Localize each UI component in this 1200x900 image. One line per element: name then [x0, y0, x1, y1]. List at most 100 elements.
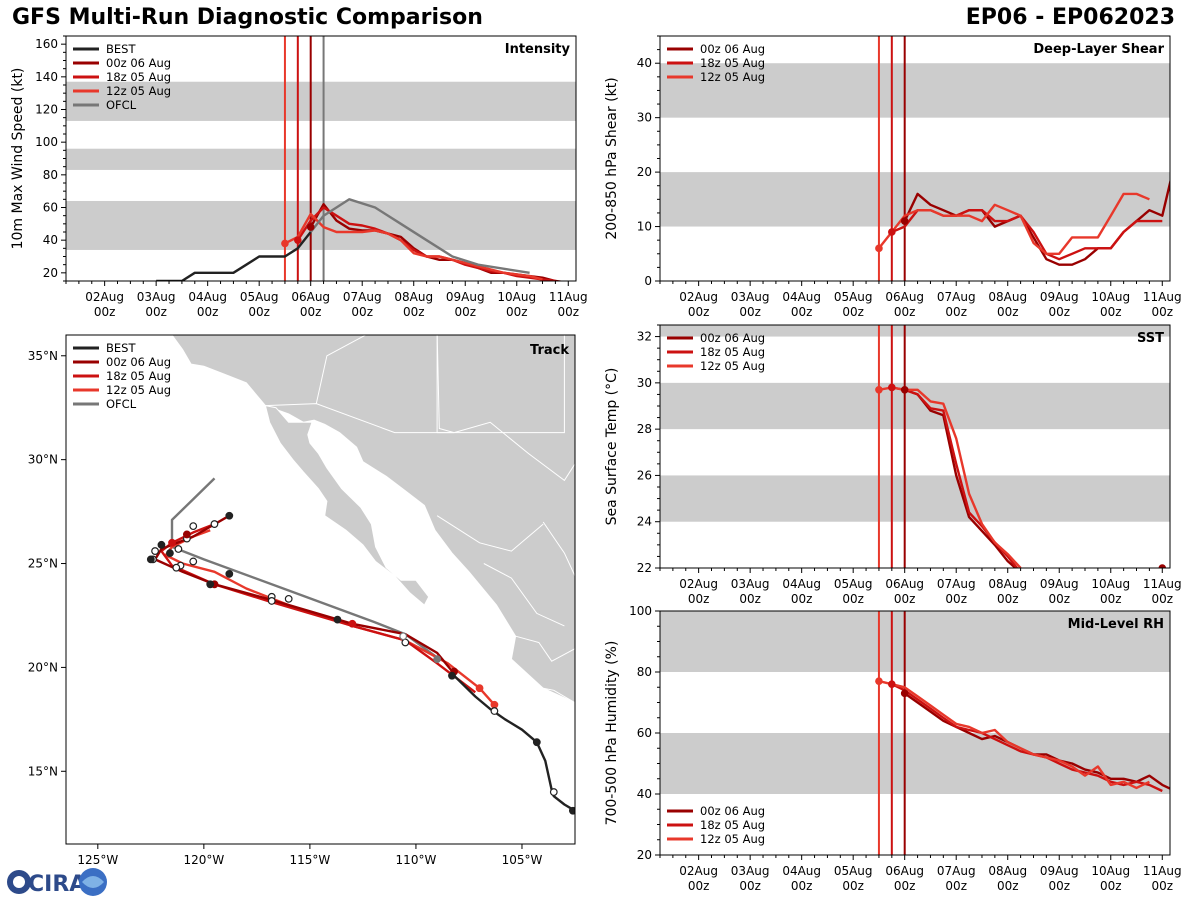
sst-xtick-label-day: 08Aug — [988, 577, 1027, 591]
rh-xtick-label-hour: 00z — [1151, 879, 1173, 893]
sst-xtick-label: 09Aug 00z — [1040, 577, 1079, 606]
track-ytick-label: 20°N — [28, 660, 58, 674]
sst-xtick-label-day: 09Aug — [1040, 577, 1079, 591]
sst-xtick-label-hour: 00z — [894, 592, 916, 606]
shear-xtick-label: 09Aug 00z — [1040, 290, 1079, 319]
track-point — [172, 563, 181, 572]
rh-legend-label: 00z 06 Aug — [700, 804, 765, 818]
track-ytick-label: 30°N — [28, 453, 58, 467]
cira-logo-wave-icon — [82, 876, 104, 888]
sst-ytick-label: 22 — [637, 561, 652, 575]
sst-xtick-label-hour: 00z — [997, 592, 1019, 606]
track-line — [164, 529, 496, 706]
sst-ytick-label: 30 — [637, 376, 652, 390]
track-point — [532, 738, 541, 747]
track-line — [153, 514, 456, 675]
rh-xtick-label: 05Aug 00z — [834, 864, 873, 893]
sst-xtick-label-day: 10Aug — [1091, 577, 1130, 591]
sst-xtick-label-hour: 00z — [945, 592, 967, 606]
shear-xtick-label-day: 02Aug — [679, 290, 718, 304]
track-point — [448, 671, 456, 680]
shear-xtick-label: 11Aug 00z — [1143, 290, 1182, 319]
track-point — [348, 619, 357, 628]
sst-xtick-label: 11Aug 00z — [1143, 577, 1182, 606]
track-point — [475, 684, 484, 693]
track-ytick-label: 35°N — [28, 349, 58, 363]
sst-ytick-label: 28 — [637, 422, 652, 436]
intensity-xtick-label-day: 09Aug — [446, 290, 485, 304]
sst-ylabel: Sea Surface Temp (°C) — [604, 368, 620, 526]
track-legend-label: 12z 05 Aug — [106, 383, 171, 397]
rh-xtick-label-day: 03Aug — [731, 864, 770, 878]
rh-legend-label: 18z 05 Aug — [700, 818, 765, 832]
sst-xtick-label: 04Aug 00z — [782, 577, 821, 606]
sst-xtick-label-hour: 00z — [1151, 592, 1173, 606]
shear-ytick-label: 20 — [637, 165, 652, 179]
sst-frame — [659, 324, 1171, 569]
track-point — [210, 520, 219, 528]
shear-legend-label: 18z 05 Aug — [700, 56, 765, 70]
shear-init-marker — [875, 244, 883, 253]
intensity-ytick-label: 60 — [43, 201, 58, 215]
intensity-xtick-label: 02Aug 00z — [85, 290, 124, 319]
state-border — [483, 563, 565, 627]
sst-xtick-label-day: 05Aug — [834, 577, 873, 591]
rh-plot-area — [660, 611, 1170, 855]
intensity-xtick-label-day: 02Aug — [85, 290, 124, 304]
sst-init-marker — [875, 386, 883, 394]
sst-init-marker — [888, 383, 896, 392]
sst-init-marker — [900, 386, 909, 394]
intensity-xtick-label-hour: 00z — [403, 305, 425, 319]
intensity-legend-label: 18z 05 Aug — [106, 70, 171, 84]
intensity-xtick-label-day: 04Aug — [188, 290, 227, 304]
shear-xtick-label: 02Aug 00z — [679, 290, 718, 319]
shear-xtick-label-hour: 00z — [688, 305, 710, 319]
rh-series-line — [904, 692, 1170, 790]
rh-xtick-label: 11Aug 00z — [1143, 864, 1182, 893]
state-border — [436, 515, 544, 552]
track-point — [225, 511, 234, 520]
sst-xtick-label: 02Aug 00z — [679, 577, 718, 606]
track-title: Track — [530, 343, 569, 358]
track-point — [182, 530, 191, 539]
sst-init-marker — [1158, 564, 1167, 568]
intensity-xtick-label: 08Aug 00z — [394, 290, 433, 319]
intensity-ytick-label: 80 — [43, 168, 58, 182]
sst-xtick-label-day: 02Aug — [679, 577, 718, 591]
shear-xtick-label-day: 06Aug — [885, 290, 924, 304]
intensity-xtick-label: 07Aug 00z — [343, 290, 382, 319]
track-legend-label: 18z 05 Aug — [106, 369, 171, 383]
intensity-ylabel: 10m Max Wind Speed (kt) — [10, 68, 26, 250]
rh-xtick-label-hour: 00z — [997, 879, 1019, 893]
intensity-xtick-label-day: 11Aug — [549, 290, 588, 304]
shear-xtick-label: 05Aug 00z — [834, 290, 873, 319]
track-xtick-label: 110°W — [396, 853, 437, 867]
track-line — [160, 522, 477, 694]
rh-xtick-label-hour: 00z — [894, 879, 916, 893]
intensity-ytick-label: 40 — [43, 233, 58, 247]
rh-xtick-label-day: 10Aug — [1091, 864, 1130, 878]
sst-xtick-label-day: 06Aug — [885, 577, 924, 591]
intensity-init-marker — [306, 223, 315, 231]
intensity-xtick-label-hour: 00z — [506, 305, 528, 319]
shear-band — [660, 63, 1170, 118]
intensity-init-marker — [281, 239, 289, 248]
rh-xtick-label-hour: 00z — [1100, 879, 1122, 893]
cira-logo-text: CIRA — [28, 872, 86, 897]
rh-band — [660, 733, 1170, 794]
rh-xtick-label-day: 06Aug — [885, 864, 924, 878]
shear-xtick-label-day: 04Aug — [782, 290, 821, 304]
intensity-legend-label: 00z 06 Aug — [106, 56, 171, 70]
track-point — [399, 632, 408, 641]
sst-xtick-label-day: 07Aug — [937, 577, 976, 591]
track-point — [433, 655, 442, 663]
shear-xtick-label-hour: 00z — [1151, 305, 1173, 319]
track-xtick-label: 115°W — [290, 853, 331, 867]
track-ytick-label: 25°N — [28, 557, 58, 571]
sst-xtick-label: 08Aug 00z — [988, 577, 1027, 606]
shear-xtick-label-day: 05Aug — [834, 290, 873, 304]
sst-xtick-label-day: 03Aug — [731, 577, 770, 591]
track-point — [490, 707, 499, 715]
intensity-xtick-label-hour: 00z — [248, 305, 270, 319]
